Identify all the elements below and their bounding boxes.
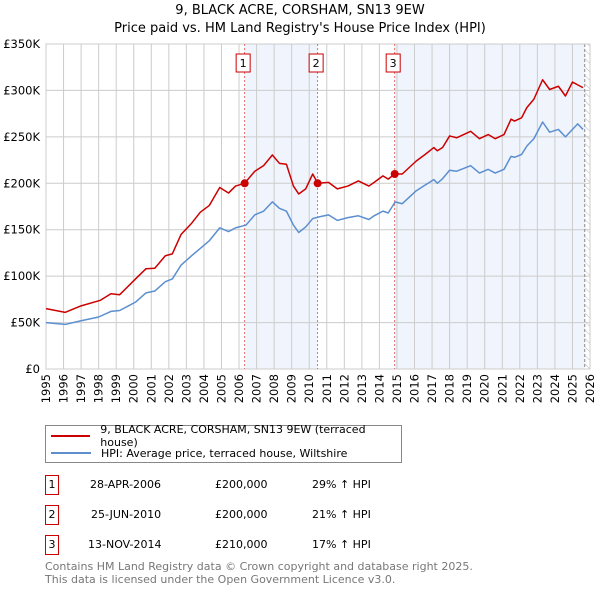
sale-hpi-diff: 17% ↑ HPI [312,538,371,551]
legend-label-hpi: HPI: Average price, terraced house, Wilt… [101,446,348,460]
sale-label-box [385,53,401,73]
shaded-band [394,44,585,369]
sale-hpi-diff: 29% ↑ HPI [312,478,371,491]
x-tick-label: 1995 [39,374,53,403]
forecast-hatch [584,44,590,369]
attribution-line-1: Contains HM Land Registry data © Crown c… [45,560,473,573]
x-tick-label: 2014 [372,374,386,403]
y-tick-label: £0 [25,362,40,376]
plot-area: 1995 1996 1997 1998 1999 2000 2001 2002 2003 2004… [3,37,597,403]
sale-price: £200,000 [215,478,268,491]
x-tick-label: 2019 [460,374,474,403]
chart-title: 9, BLACK ACRE, CORSHAM, SN13 9EW [175,3,425,18]
x-tick-label: 2022 [513,374,527,403]
x-tick-label: 2008 [267,374,281,403]
sale-row-2: 2 25-JUN-2010 £200,000 21% ↑ HPI [45,505,445,525]
property-price-line [45,79,584,314]
chart-subtitle: Price paid vs. HM Land Registry's House … [114,21,486,36]
x-tick-label: 2021 [495,374,509,403]
sale-hpi-diff: 21% ↑ HPI [312,508,371,521]
x-tick-label: 2011 [320,374,334,403]
sale-marker-badge: 3 [45,535,59,555]
y-tick-label: £150K [3,223,40,237]
y-tick-label: £250K [3,130,40,144]
x-tick-label: 2018 [443,374,457,403]
sale-label-2: 2 [313,57,320,70]
x-tick-label: 2015 [390,374,404,403]
sale-label-box [308,53,324,73]
x-tick-label: 2010 [302,374,316,403]
attribution-line-2: This data is licensed under the Open Gov… [45,573,396,586]
x-tick-label: 1996 [57,374,71,403]
x-tick-label: 2004 [197,374,211,403]
y-tick-label: £300K [3,83,40,97]
sale-price: £210,000 [215,538,268,551]
x-tick-label: 2003 [179,374,193,403]
legend-swatch-property [51,435,91,437]
sale-row-1: 1 28-APR-2006 £200,000 29% ↑ HPI [45,475,445,495]
sale-label-3: 3 [390,57,397,70]
sale-point [390,170,399,178]
x-tick-label: 1998 [92,374,106,403]
y-tick-label: £50K [11,316,41,330]
sale-point [240,179,249,188]
x-tick-label: 2007 [250,374,264,403]
y-tick-label: £350K [3,37,40,51]
x-tick-label: 2024 [548,374,562,403]
legend: 9, BLACK ACRE, CORSHAM, SN13 9EW (terrac… [45,423,402,463]
sale-date: 13-NOV-2014 [88,538,162,551]
x-tick-label: 2000 [127,374,141,403]
sale-label-1: 1 [240,57,247,70]
y-tick-label: £200K [3,176,40,190]
x-tick-label: 2017 [425,374,439,403]
x-tick-label: 2020 [478,374,492,403]
sale-price: £200,000 [215,508,268,521]
shaded-band [244,44,318,369]
sale-marker-badge: 1 [45,475,59,495]
y-tick-label: £100K [3,269,40,283]
x-tick-label: 2013 [355,374,369,403]
x-tick-label: 2026 [583,374,597,403]
attribution: Contains HM Land Registry data © Crown c… [45,560,473,586]
x-tick-label: 2001 [144,374,158,403]
legend-label-property: 9, BLACK ACRE, CORSHAM, SN13 9EW (terrac… [100,423,366,449]
x-tick-label: 2025 [565,374,579,403]
x-tick-label: 2009 [285,374,299,403]
x-tick-label: 2023 [530,374,544,403]
x-tick-label: 1997 [74,374,88,403]
x-tick-label: 2005 [214,374,228,403]
sale-date: 28-APR-2006 [90,478,162,491]
x-tick-label: 2016 [408,374,422,403]
sale-marker-badge: 2 [45,505,59,525]
sale-row-3: 3 13-NOV-2014 £210,000 17% ↑ HPI [45,535,445,555]
sale-label-box [235,53,251,73]
x-tick-label: 1999 [109,374,123,403]
hpi-line [45,121,584,326]
x-tick-label: 2006 [232,374,246,403]
x-tick-label: 2002 [162,374,176,403]
legend-swatch-hpi [51,452,91,454]
x-tick-label: 2012 [337,374,351,403]
sale-point [313,179,322,188]
sale-date: 25-JUN-2010 [91,508,162,521]
